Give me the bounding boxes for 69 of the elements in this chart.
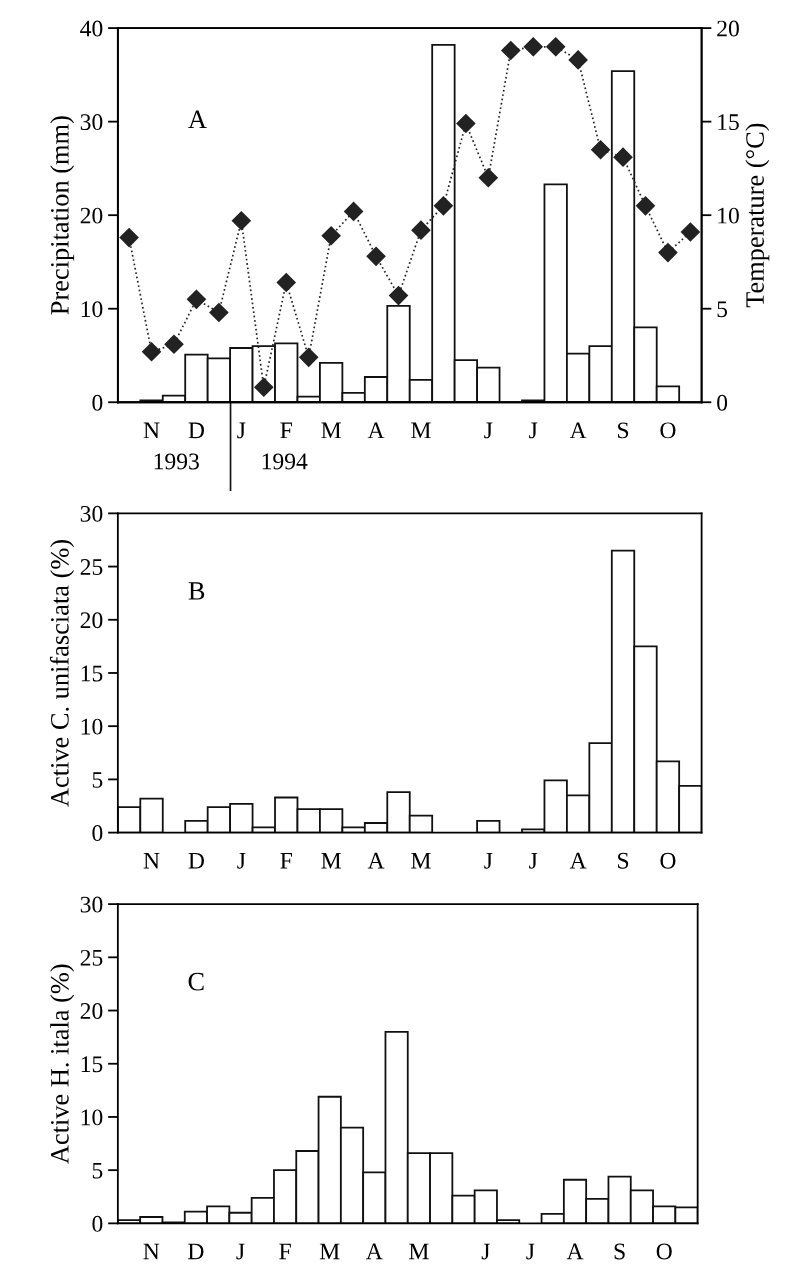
y2-tick-label: 0 [717,394,728,411]
x-tick-label: M [409,1243,429,1260]
x-tick-label: D [188,1243,204,1260]
y-tick-label: 30 [80,505,103,522]
x-tick-label: J [529,852,538,869]
y-axis-title: Active H. itala (%) [50,964,75,1164]
x-tick-label: J [237,852,246,869]
x-tick-label: A [366,1243,383,1260]
annotation: C [188,972,204,991]
x-tick-label: N [143,852,160,869]
x-tick-label: M [321,852,341,869]
y-tick-label: 0 [92,1215,103,1232]
x-tick-label: A [367,852,385,869]
x-tick-label: M [321,422,341,439]
x-tick-label: F [279,1243,291,1260]
x-tick-label: A [566,1243,584,1260]
y-axis-title: Active C. unifasciata (%) [49,540,75,807]
y2-tick-label: 20 [717,20,739,37]
x-tick-label: J [484,422,493,439]
x-tick-label: D [188,852,205,869]
y-tick-label: 10 [81,1109,103,1126]
x-tick-label: O [660,422,676,439]
y-tick-label: 0 [92,394,103,411]
x-tick-label: D [188,422,205,439]
y-tick-label: 5 [92,1162,103,1179]
x-tick-label: J [529,422,538,439]
x-tick-label: F [280,422,292,439]
annotation: B [188,582,205,600]
text: 1993 [154,453,199,470]
x-tick-label: A [569,852,587,869]
x-tick-label: M [319,1243,340,1260]
x-tick-label: J [484,852,493,869]
x-tick-label: N [143,1243,160,1260]
y-axis-title: Precipitation (mm) [50,116,75,315]
x-tick-label: M [411,422,431,439]
x-tick-label: J [481,1243,490,1260]
y2-tick-label: 5 [717,301,728,318]
y-tick-label: 0 [92,825,103,842]
y-tick-label: 15 [81,665,103,682]
y-tick-label: 20 [80,1003,103,1019]
y-tick-label: 20 [80,207,103,224]
y-tick-label: 10 [81,718,103,735]
y-tick-label: 10 [81,301,103,318]
x-tick-label: S [618,422,629,439]
y-tick-label: 20 [80,612,103,629]
text: 1994 [262,453,308,470]
x-tick-label: S [614,1243,625,1260]
x-tick-label: O [660,852,676,869]
x-tick-label: A [569,422,587,439]
y-tick-label: 30 [80,114,103,131]
y-tick-label: 25 [80,949,103,966]
x-tick-label: J [236,1243,245,1260]
x-tick-label: J [237,422,246,439]
y-tick-label: 25 [80,559,103,575]
annotation: A [188,110,207,128]
x-tick-label: A [367,422,385,439]
x-tick-label: S [618,852,629,869]
x-tick-label: M [411,852,431,869]
x-tick-label: O [656,1243,672,1260]
y2-tick-label: 10 [718,207,739,224]
x-tick-label: F [280,852,292,869]
y-tick-label: 40 [80,20,103,37]
y2-axis-title: Temperature (°C) [745,123,770,308]
y-tick-label: 15 [81,1056,103,1073]
x-tick-label: N [143,422,160,439]
y-tick-label: 30 [80,896,103,913]
y-tick-label: 5 [92,772,103,788]
x-tick-label: J [526,1243,535,1260]
y2-tick-label: 15 [718,114,739,131]
